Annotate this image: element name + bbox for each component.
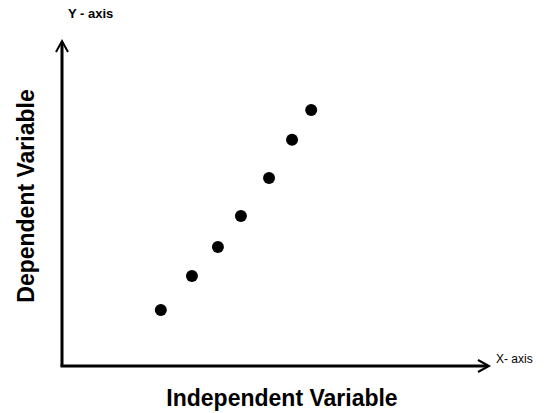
- point: [155, 304, 167, 316]
- y-axis-annotation: Y - axis: [68, 6, 113, 21]
- point: [263, 172, 275, 184]
- y-axis-line: [61, 42, 64, 366]
- x-axis-line: [61, 365, 489, 368]
- x-axis-arrow: [478, 360, 489, 372]
- points: [155, 104, 317, 316]
- y-axis-label: Dependent Variable: [13, 89, 39, 302]
- x-axis-label: Independent Variable: [166, 385, 397, 411]
- x-axis-annotation: X- axis: [496, 352, 533, 366]
- point: [186, 270, 198, 282]
- point: [235, 210, 247, 222]
- point: [212, 241, 224, 253]
- y-axis-arrow: [56, 41, 68, 52]
- point: [305, 104, 317, 116]
- chart: Y - axis X- axis Independent Variable Depen…: [0, 0, 554, 413]
- point: [286, 134, 298, 146]
